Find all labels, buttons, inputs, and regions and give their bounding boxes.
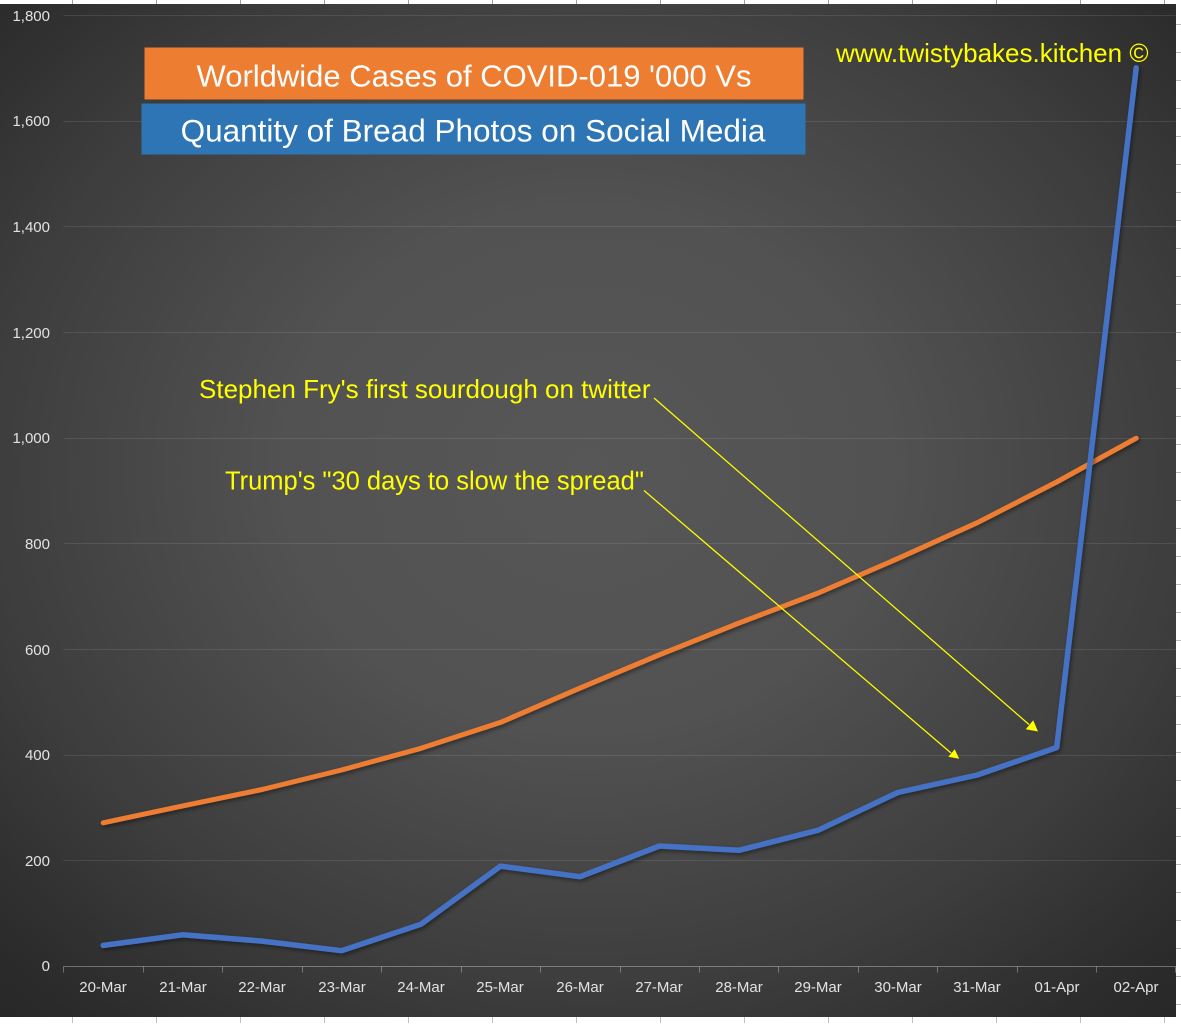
svg-text:01-Apr: 01-Apr xyxy=(1034,979,1079,996)
svg-text:1,400: 1,400 xyxy=(12,219,50,236)
svg-text:Trump's "30 days to slow the s: Trump's "30 days to slow the spread" xyxy=(225,468,644,496)
svg-text:30-Mar: 30-Mar xyxy=(874,979,922,996)
svg-text:600: 600 xyxy=(25,642,50,659)
svg-text:23-Mar: 23-Mar xyxy=(318,979,366,996)
svg-text:Worldwide Cases of COVID-019 ': Worldwide Cases of COVID-019 '000 Vs xyxy=(197,59,752,94)
svg-text:Stephen Fry's first sourdough: Stephen Fry's first sourdough on twitter xyxy=(199,374,651,404)
svg-text:27-Mar: 27-Mar xyxy=(635,979,683,996)
svg-text:1,000: 1,000 xyxy=(12,430,50,447)
svg-text:29-Mar: 29-Mar xyxy=(794,979,842,996)
svg-text:22-Mar: 22-Mar xyxy=(238,979,286,996)
svg-text:28-Mar: 28-Mar xyxy=(715,979,763,996)
svg-text:800: 800 xyxy=(25,536,50,553)
svg-text:1,200: 1,200 xyxy=(12,325,50,342)
svg-text:21-Mar: 21-Mar xyxy=(159,979,207,996)
svg-text:Quantity of Bread Photos on So: Quantity of Bread Photos on Social Media xyxy=(181,113,766,149)
svg-text:20-Mar: 20-Mar xyxy=(79,979,127,996)
svg-text:26-Mar: 26-Mar xyxy=(556,979,604,996)
svg-text:0: 0 xyxy=(42,958,50,975)
svg-text:25-Mar: 25-Mar xyxy=(476,979,524,996)
svg-text:www.twistybakes.kitchen ©: www.twistybakes.kitchen © xyxy=(835,38,1148,68)
svg-text:400: 400 xyxy=(25,747,50,764)
svg-text:31-Mar: 31-Mar xyxy=(953,979,1001,996)
svg-text:24-Mar: 24-Mar xyxy=(397,979,445,996)
svg-text:1,800: 1,800 xyxy=(12,8,50,25)
svg-text:02-Apr: 02-Apr xyxy=(1113,979,1158,996)
svg-text:200: 200 xyxy=(25,853,50,870)
svg-text:1,600: 1,600 xyxy=(12,113,50,130)
